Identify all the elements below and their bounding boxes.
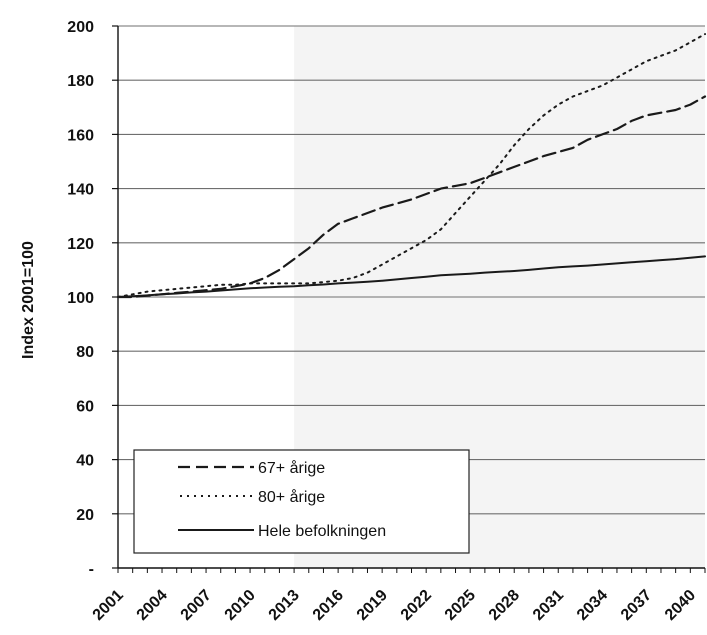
y-tick-label: 60 [76,398,94,415]
series-lines [116,33,707,299]
legend: 67+ årige 80+ årige Hele befolkningen [133,449,470,554]
series-line-2 [117,255,706,298]
y-tick-label: 40 [76,453,94,470]
x-tick-label: 2034 [574,587,611,624]
series-line-0 [116,95,707,299]
y-tick-label: 180 [67,73,94,90]
legend-label-80-plus: 80+ årige [258,488,325,506]
x-tick-label: 2028 [486,587,523,624]
y-tick-label: - [89,561,94,578]
y-tick-label: 20 [76,507,94,524]
y-tick-label: 160 [67,127,94,144]
x-tick-label: 2013 [266,587,303,624]
x-tick-label: 2010 [222,587,259,624]
x-tick-label: 2040 [662,587,699,624]
y-tick-labels: - 20 40 60 80 100 120 140 160 180 200 [67,19,94,578]
y-tick-label: 100 [67,290,94,307]
y-tick-label: 200 [67,19,94,36]
series-line-1 [117,33,706,298]
y-tick-label: 80 [76,344,94,361]
x-tick-labels: 2001 2004 2007 2010 2013 2016 2019 2022 2025 2028… [90,587,700,624]
x-tick-label: 2037 [618,587,655,624]
x-tick-label: 2022 [398,587,435,624]
x-tick-label: 2004 [134,587,171,624]
y-tick-label: 140 [67,182,94,199]
legend-label-67-plus: 67+ årige [258,459,325,477]
x-tick-label: 2007 [178,587,215,624]
x-tick-label: 2019 [354,587,391,624]
x-tick-label: 2031 [530,587,567,624]
x-tick-label: 2001 [90,587,127,624]
x-tick-label: 2016 [310,587,347,624]
x-tick-label: 2025 [442,587,479,624]
y-axis-label: Index 2001=100 [20,241,37,359]
y-tick-label: 120 [67,236,94,253]
legend-label-hele-befolkningen: Hele befolkningen [258,523,386,540]
